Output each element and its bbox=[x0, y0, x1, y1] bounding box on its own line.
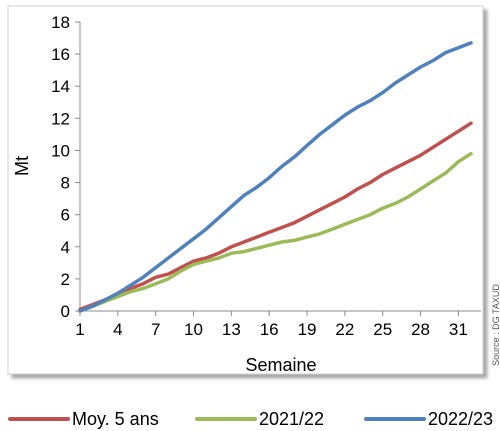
x-tick-label: 7 bbox=[151, 320, 160, 339]
y-tick-label: 16 bbox=[51, 45, 70, 64]
y-tick-label: 18 bbox=[51, 13, 70, 32]
y-tick-label: 4 bbox=[61, 238, 70, 257]
y-tick-label: 6 bbox=[61, 206, 70, 225]
x-tick-label: 10 bbox=[184, 320, 203, 339]
x-axis-title: Semaine bbox=[245, 355, 316, 375]
chart-frame bbox=[7, 5, 484, 375]
x-tick-label: 1 bbox=[75, 320, 84, 339]
legend-label-3: 2022/23 bbox=[428, 409, 493, 429]
x-tick-label: 16 bbox=[260, 320, 279, 339]
legend-label-2: 2021/22 bbox=[259, 409, 324, 429]
y-axis-title: Mt bbox=[12, 156, 32, 176]
y-axis-ticks: 0 2 4 6 8 10 12 14 16 18 bbox=[51, 13, 80, 321]
x-tick-label: 22 bbox=[335, 320, 354, 339]
y-tick-label: 8 bbox=[61, 174, 70, 193]
x-tick-label: 25 bbox=[373, 320, 392, 339]
y-tick-label: 10 bbox=[51, 141, 70, 160]
x-axis-ticks: 1 4 7 10 13 16 19 22 25 28 31 bbox=[75, 311, 468, 339]
x-tick-label: 4 bbox=[113, 320, 122, 339]
axes bbox=[79, 22, 481, 312]
y-tick-label: 0 bbox=[61, 302, 70, 321]
x-tick-label: 28 bbox=[411, 320, 430, 339]
x-tick-label: 19 bbox=[298, 320, 317, 339]
x-tick-label: 31 bbox=[449, 320, 468, 339]
series-line-1 bbox=[78, 121, 473, 312]
legend: Moy. 5 ans 2021/22 2022/23 bbox=[8, 409, 493, 429]
y-tick-label: 2 bbox=[61, 270, 70, 289]
x-tick-label: 13 bbox=[222, 320, 241, 339]
series-layer bbox=[78, 41, 473, 313]
y-tick-label: 12 bbox=[51, 109, 70, 128]
source-note: Source : DG TAXUD bbox=[491, 284, 500, 366]
series-line-2 bbox=[78, 151, 473, 313]
legend-label-1: Moy. 5 ans bbox=[72, 409, 159, 429]
series-line-3 bbox=[78, 41, 473, 313]
y-tick-label: 14 bbox=[51, 77, 70, 96]
